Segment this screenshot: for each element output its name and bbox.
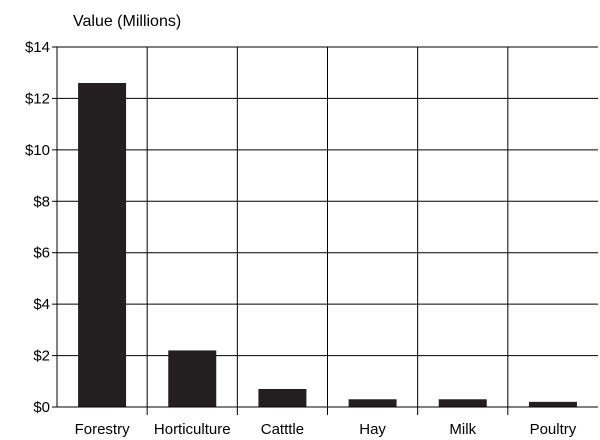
y-tick-label: $6 bbox=[33, 245, 50, 262]
grid-lines bbox=[57, 46, 598, 415]
y-tick-label: $0 bbox=[33, 399, 50, 416]
y-axis-label: Value (Millions) bbox=[73, 13, 181, 30]
bar-poultry bbox=[528, 401, 577, 407]
y-tick-label: $4 bbox=[33, 296, 50, 313]
bar-hay bbox=[348, 399, 397, 407]
bar-horticulture bbox=[168, 350, 217, 407]
x-tick-label: Forestry bbox=[75, 421, 131, 438]
x-tick-label: Horticulture bbox=[154, 421, 231, 438]
x-tick-label: Poultry bbox=[530, 421, 577, 438]
x-tick-label: Milk bbox=[449, 421, 476, 438]
bar-milk bbox=[438, 399, 487, 407]
tick-labels: $0 $2 $4 $6 $8 $10 $12 $14 Forestry Horticulture C… bbox=[25, 39, 577, 438]
axes bbox=[52, 46, 598, 408]
y-tick-label: $10 bbox=[25, 142, 50, 159]
bar-catttle bbox=[258, 389, 307, 407]
y-tick-label: $8 bbox=[33, 193, 50, 210]
x-tick-label: Catttle bbox=[261, 421, 304, 438]
x-tick-label: Hay bbox=[359, 421, 386, 438]
y-tick-label: $12 bbox=[25, 90, 50, 107]
bars bbox=[78, 83, 577, 407]
bar-forestry bbox=[78, 83, 127, 407]
y-tick-label: $2 bbox=[33, 348, 50, 365]
y-tick-label: $14 bbox=[25, 39, 50, 56]
